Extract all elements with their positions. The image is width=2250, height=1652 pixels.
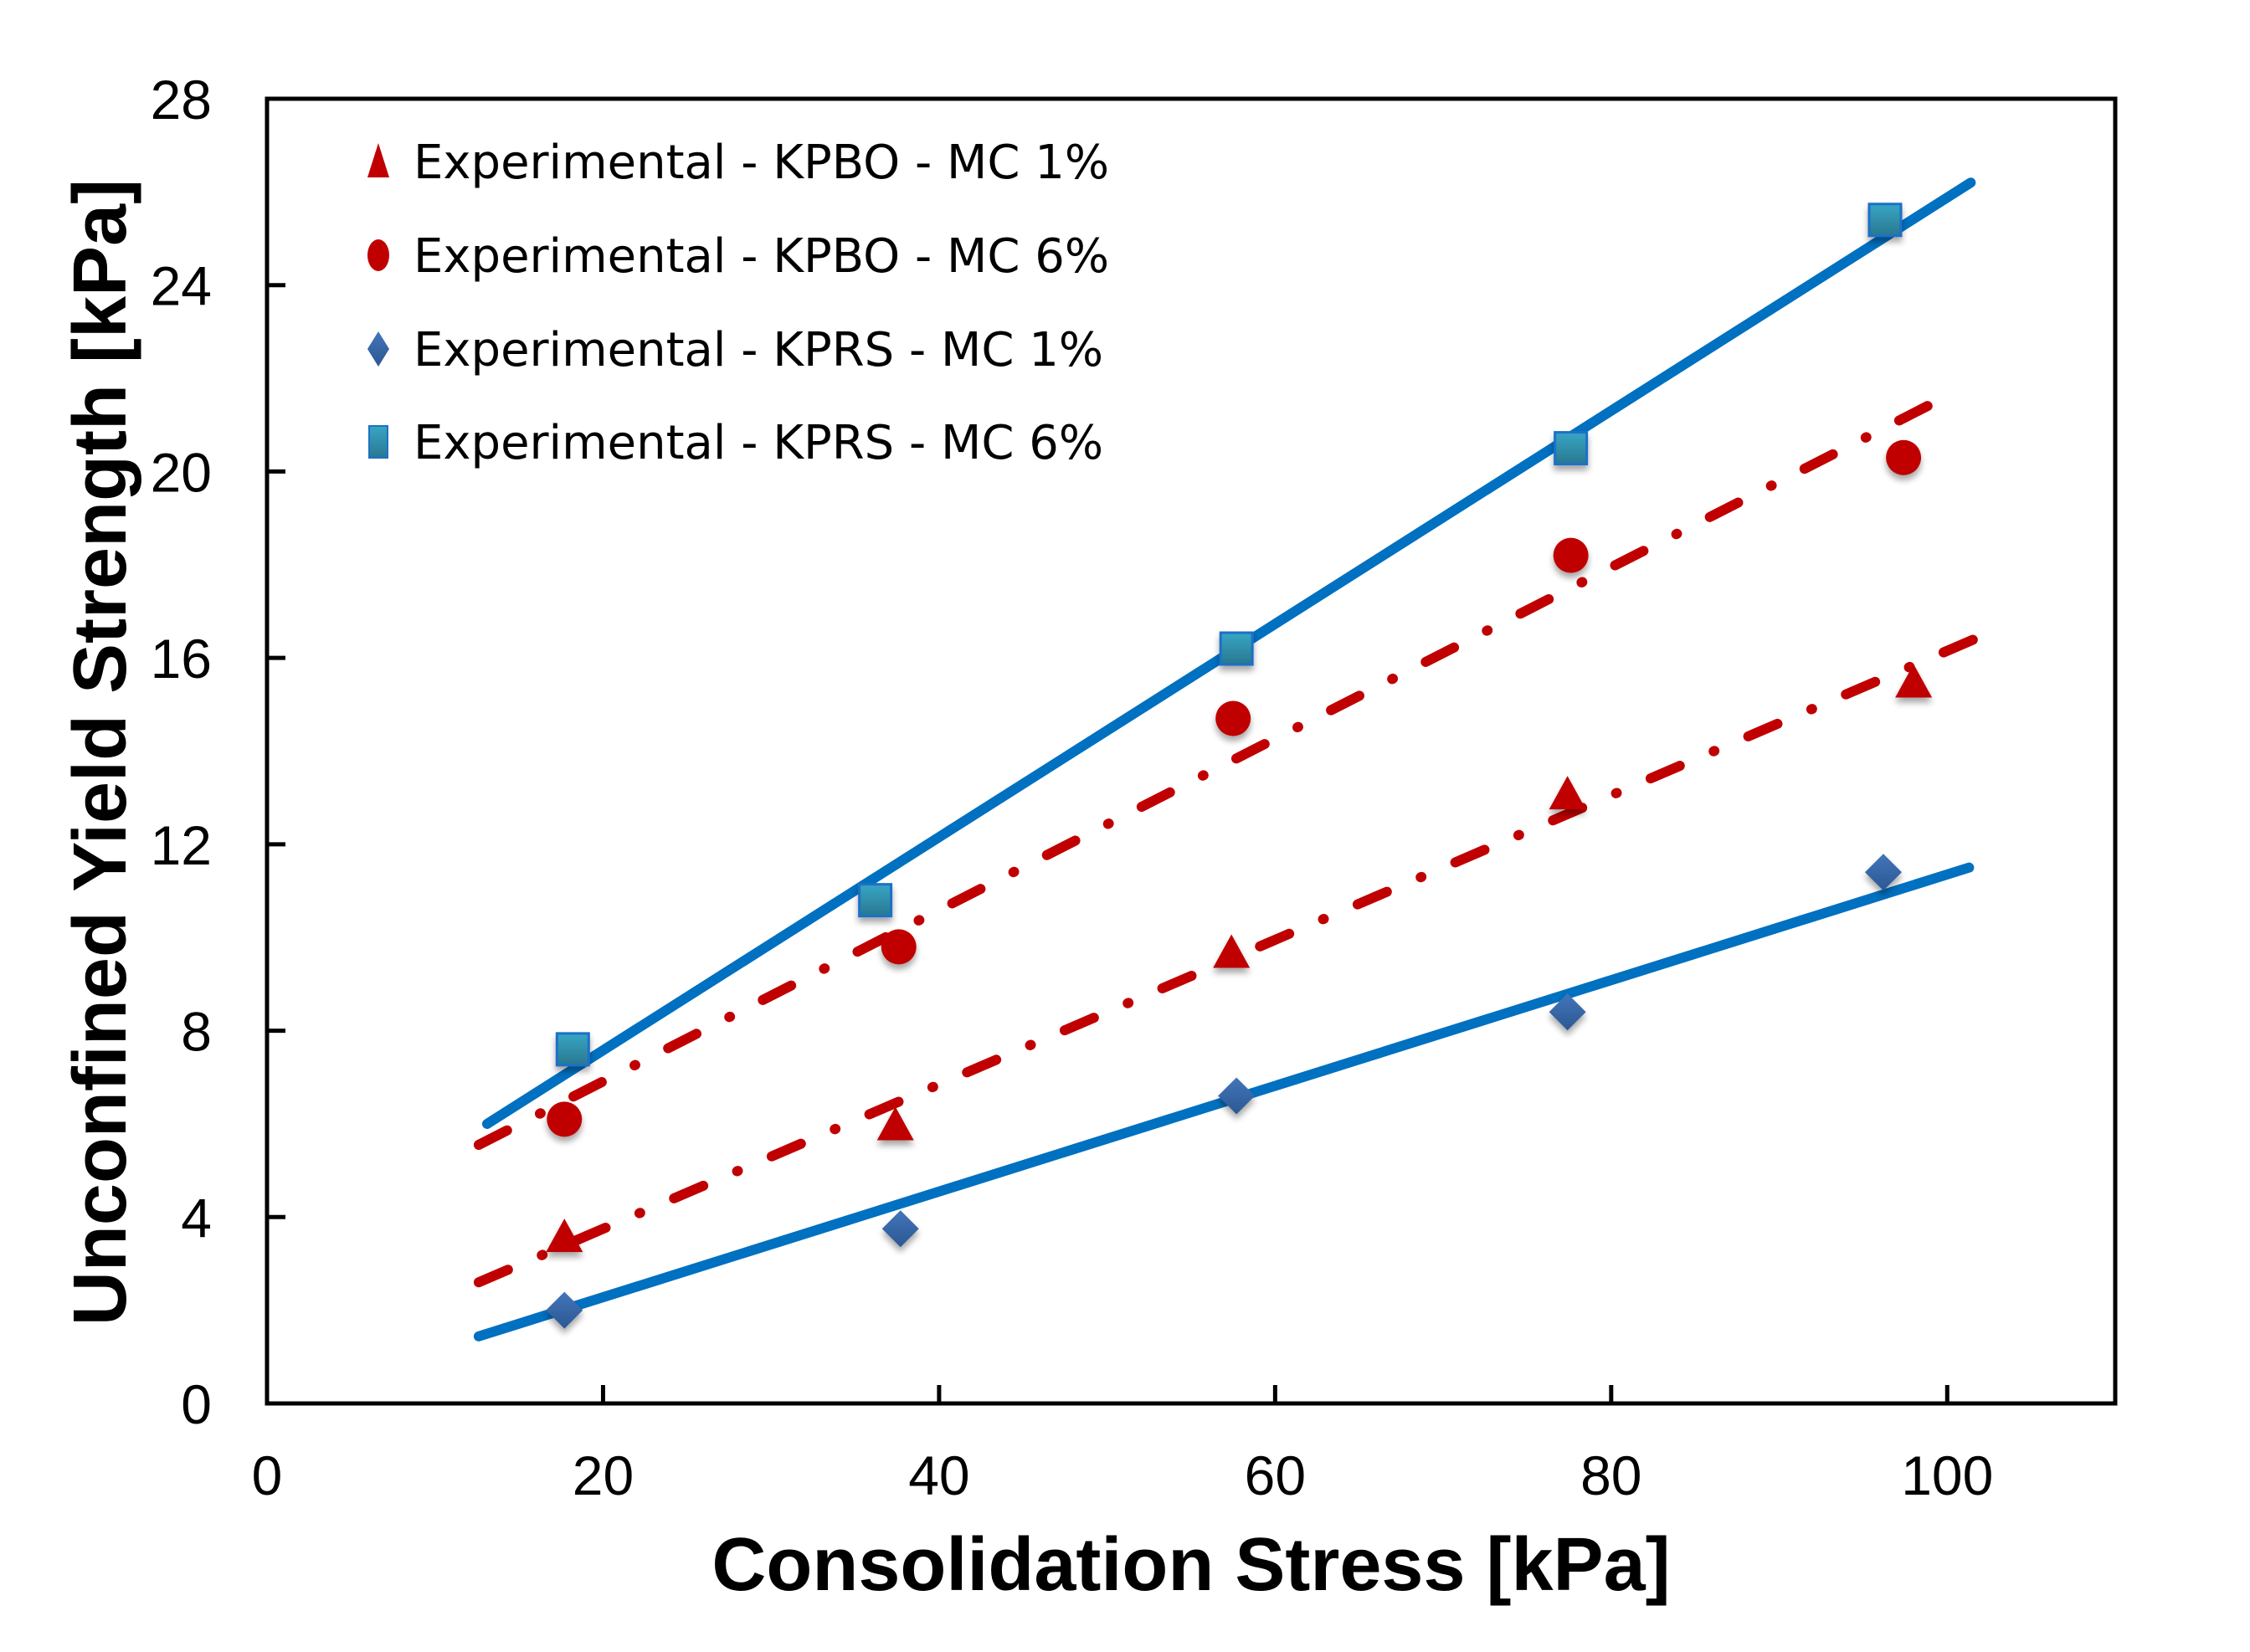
x-tick-label: 80 — [1580, 1444, 1641, 1506]
y-axis-ticks: 0 4 8 12 16 20 24 28 — [151, 69, 285, 1435]
trendline-series-3 — [473, 862, 1975, 1342]
data-point-circle — [1886, 439, 1922, 475]
x-tick-label: 0 — [252, 1444, 283, 1506]
data-point-diamond — [1218, 1077, 1256, 1115]
y-axis-title: Unconfined Yield Strength [kPa] — [59, 179, 142, 1326]
x-axis-title: Consolidation Stress [kPa] — [711, 1523, 1670, 1607]
data-point-circle — [881, 929, 917, 965]
data-point-circle — [1215, 700, 1251, 736]
data-point-diamond — [546, 1291, 583, 1329]
data-point-square — [1554, 431, 1589, 466]
data-point-triangle — [1549, 776, 1586, 810]
data-point-square — [858, 883, 893, 918]
legend-label: Experimental - KPRS - MC 6% — [414, 416, 1103, 470]
data-point-circle — [547, 1101, 583, 1137]
legend-item-kpbo-mc6: Experimental - KPBO - MC 6% — [367, 229, 1109, 284]
x-tick-label: 40 — [908, 1444, 969, 1506]
y-tick-label: 28 — [151, 69, 212, 131]
legend-diamond-icon — [367, 331, 389, 367]
x-tick-label: 20 — [573, 1444, 634, 1506]
data-point-triangle — [1895, 664, 1933, 698]
legend-triangle-icon — [367, 143, 389, 177]
y-tick-label: 0 — [181, 1373, 212, 1435]
legend-label: Experimental - KPBO - MC 1% — [414, 136, 1109, 190]
legend-circle-icon — [367, 239, 389, 271]
y-tick-label: 20 — [151, 441, 212, 503]
data-point-triangle — [876, 1106, 914, 1141]
x-axis-ticks: 0 20 40 60 80 100 — [252, 1385, 1993, 1506]
data-point-square — [1219, 631, 1254, 666]
y-tick-label: 4 — [181, 1187, 212, 1249]
y-tick-label: 8 — [181, 1001, 212, 1063]
x-tick-label: 100 — [1901, 1444, 1993, 1506]
data-point-circle — [1553, 537, 1589, 573]
data-point-square — [555, 1032, 590, 1067]
legend-item-kprs-mc6: Experimental - KPRS - MC 6% — [368, 416, 1103, 470]
legend: Experimental - KPBO - MC 1% Experimental… — [367, 136, 1109, 470]
legend-square-icon — [368, 425, 388, 459]
plot-area-frame — [265, 96, 2118, 1406]
data-markers — [546, 203, 1933, 1329]
legend-item-kprs-mc1: Experimental - KPRS - MC 1% — [367, 323, 1103, 377]
data-point-square — [1867, 203, 1903, 238]
legend-item-kpbo-mc1: Experimental - KPBO - MC 1% — [367, 136, 1109, 190]
x-tick-label: 60 — [1245, 1444, 1306, 1506]
y-tick-label: 24 — [151, 255, 212, 317]
data-point-triangle — [1213, 934, 1251, 968]
data-point-diamond — [881, 1210, 919, 1248]
legend-label: Experimental - KPBO - MC 6% — [414, 229, 1109, 284]
data-point-triangle — [546, 1218, 583, 1253]
data-point-diamond — [1864, 854, 1902, 891]
trendline-series-2 — [473, 384, 1965, 1150]
y-tick-label: 16 — [151, 628, 212, 690]
y-tick-label: 12 — [151, 814, 212, 876]
data-point-diamond — [1549, 993, 1586, 1031]
legend-label: Experimental - KPRS - MC 1% — [414, 323, 1103, 377]
